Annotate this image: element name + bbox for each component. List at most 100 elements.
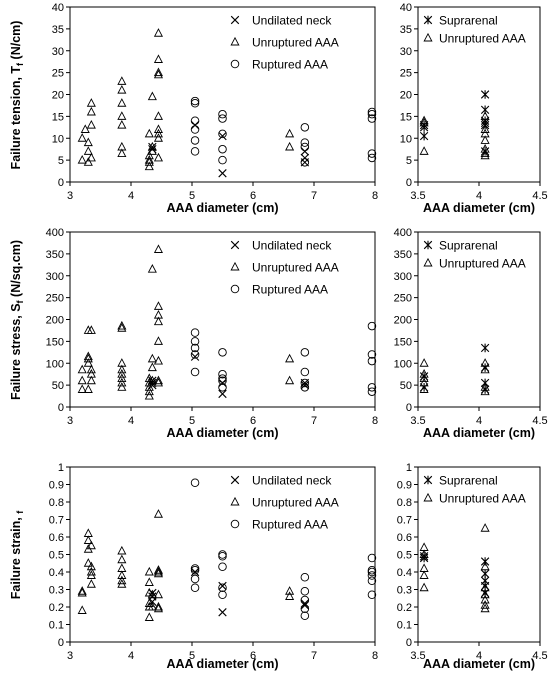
y-tick-label: 150	[46, 336, 64, 348]
data-point-triangle	[86, 98, 96, 107]
data-point-triangle	[147, 362, 157, 372]
y-tick-label: 100	[394, 358, 412, 370]
y-tick-label: 0	[58, 402, 64, 414]
data-point-triangle	[419, 582, 429, 592]
data-point-triangle	[117, 554, 127, 564]
y-tick-label: 5	[58, 155, 64, 167]
y-tick-label: 200	[394, 315, 412, 327]
data-point-circle	[190, 350, 200, 359]
x-tick-label: 7	[311, 415, 317, 427]
x-tick-label: 4	[476, 415, 482, 427]
data-point-circle	[300, 142, 310, 152]
data-point-circle	[190, 136, 200, 145]
data-point-triangle	[480, 603, 490, 613]
x-axis-label: AAA diameter (cm)	[166, 201, 278, 215]
y-axis-label: Failure stress, Sf (N/sq.cm)	[9, 240, 25, 400]
data-point-circle	[190, 116, 200, 125]
y-tick-label: 350	[394, 249, 412, 261]
data-point-triangle	[144, 382, 154, 391]
y-tick-label: 0	[58, 637, 64, 649]
y-tick-label: 0.2	[49, 602, 64, 614]
data-point-triangle	[153, 316, 163, 326]
y-tick-label: 0	[406, 637, 412, 649]
legend-label: Undilated neck	[252, 14, 332, 28]
data-point-triangle	[153, 111, 163, 120]
data-point-x	[190, 120, 200, 130]
x-tick-label: 4.5	[532, 650, 547, 662]
data-point-triangle	[86, 152, 96, 162]
data-point-triangle	[419, 549, 429, 558]
data-point-triangle	[419, 384, 429, 393]
x-tick-label: 7	[311, 190, 317, 202]
y-tick-label: 0.3	[397, 585, 412, 597]
y-tick-label: 400	[46, 227, 64, 239]
y-tick-label: 350	[46, 249, 64, 261]
y-tick-label: 1	[58, 462, 64, 474]
x-tick-label: 3.5	[410, 415, 425, 427]
data-point-triangle	[480, 600, 490, 609]
legend: Undilated neck Unruptured AAA Ruptured AAA	[230, 474, 339, 532]
data-point-circle	[367, 356, 377, 366]
data-point-circle	[300, 573, 310, 582]
legend: Suprarenal Unruptured AAA	[423, 239, 526, 271]
legend-label: Suprarenal	[439, 474, 498, 488]
y-tick-label: 150	[394, 336, 412, 348]
x-tick-label: 5	[189, 190, 195, 202]
y-tick-label: 250	[394, 293, 412, 305]
x-tick-label: 7	[311, 650, 317, 662]
data-point-circle	[367, 571, 377, 580]
data-point-triangle	[285, 353, 295, 363]
x-tick-label: 4	[128, 415, 134, 427]
x-tick-label: 4	[476, 190, 482, 202]
chart-panel-5: 0 0.1 0.2 0.3 0.4 0.5 0.6 0.7 0.8 0.9 1 3 4 5 6 7 8 AAA d…	[9, 462, 378, 671]
y-tick-label: 0.2	[397, 602, 412, 614]
data-point-circle	[367, 149, 377, 158]
data-point-triangle	[147, 375, 157, 385]
data-point-triangle	[419, 117, 429, 127]
data-point-triangle	[117, 377, 127, 387]
data-point-triangle	[153, 244, 163, 253]
data-point-asterisk	[419, 123, 429, 132]
data-point-triangle	[285, 141, 295, 151]
data-point-circle	[367, 350, 377, 359]
data-point-circle	[190, 566, 200, 575]
data-point-triangle	[285, 586, 295, 595]
y-tick-label: 0.9	[49, 480, 64, 492]
data-point-circle	[190, 583, 200, 593]
legend-label: Suprarenal	[439, 14, 498, 28]
data-point-triangle	[419, 369, 429, 378]
data-point-triangle	[80, 124, 90, 133]
x-tick-label: 4	[476, 650, 482, 662]
y-tick-label: 15	[400, 111, 412, 123]
data-point-circle	[218, 583, 227, 593]
legend-label: Ruptured AAA	[252, 58, 328, 72]
data-point-triangle	[153, 69, 163, 79]
legend: Suprarenal Unruptured AAA	[423, 14, 526, 46]
data-point-asterisk	[480, 343, 490, 353]
data-point-triangle	[153, 28, 163, 37]
y-tick-label: 0.5	[397, 550, 412, 562]
data-point-triangle	[153, 377, 163, 387]
data-point-triangle	[86, 325, 96, 334]
y-tick-label: 0.6	[397, 532, 412, 544]
data-point-circle	[190, 98, 200, 108]
data-point-triangle	[147, 91, 157, 101]
data-point-triangle	[77, 384, 87, 393]
legend-marker-triangle	[423, 257, 433, 267]
legend-marker-asterisk	[423, 475, 433, 485]
data-point-triangle	[83, 137, 93, 147]
data-point-asterisk	[480, 557, 490, 566]
data-point-triangle	[144, 390, 154, 400]
data-point-triangle	[77, 364, 87, 374]
legend-marker-x	[230, 15, 240, 25]
legend-marker-x	[230, 475, 240, 485]
legend-label: Unruptured AAA	[252, 261, 339, 275]
data-point-triangle	[419, 570, 429, 579]
data-point-x	[218, 608, 227, 617]
data-point-circle	[190, 478, 200, 488]
data-point-triangle	[153, 565, 163, 574]
y-tick-label: 400	[394, 227, 412, 239]
y-tick-label: 0.1	[397, 620, 412, 632]
data-point-triangle	[77, 154, 87, 164]
